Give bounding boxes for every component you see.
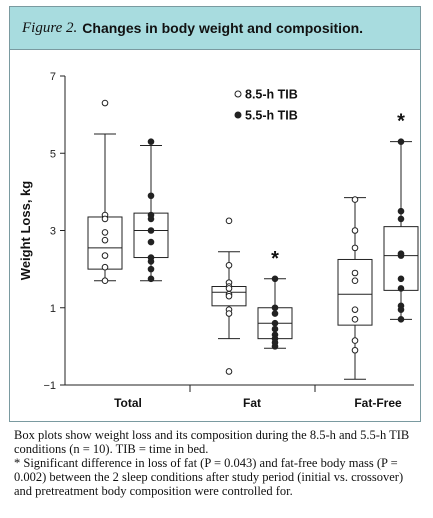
y-tick-label: 1 — [50, 303, 56, 315]
data-point — [225, 292, 233, 300]
data-point — [271, 319, 279, 327]
data-point — [147, 215, 155, 223]
data-point — [397, 252, 405, 259]
data-point — [147, 258, 155, 265]
data-point — [101, 229, 109, 236]
data-point — [147, 265, 155, 273]
data-point — [271, 310, 279, 317]
data-point — [271, 304, 279, 312]
data-point — [147, 192, 155, 200]
plot-panel: −1 1 3 5 7 Weight Loss, kg Total Fat Fat-Free * * 8… — [9, 50, 421, 422]
data-point — [351, 196, 359, 203]
figure-header: Figure 2. Changes in body weight and com… — [9, 6, 421, 50]
data-point — [147, 238, 155, 246]
data-point — [351, 269, 359, 277]
data-point — [351, 316, 359, 323]
caption-footnote: * Significant difference in loss of fat … — [14, 456, 404, 498]
figure-caption: Box plots show weight loss and its compo… — [14, 428, 419, 498]
data-point — [225, 217, 233, 225]
data-point — [225, 310, 233, 317]
figure-title: Changes in body weight and composition. — [82, 20, 364, 36]
data-point — [397, 316, 405, 323]
legend-marker — [234, 111, 242, 119]
data-point — [101, 236, 109, 244]
data-point — [271, 325, 279, 333]
box-plot-chart: −1 1 3 5 7 Weight Loss, kg Total Fat Fat-Free * * 8… — [18, 71, 419, 410]
data-point — [351, 227, 359, 234]
data-point — [101, 263, 109, 271]
data-point — [225, 285, 233, 292]
box-iqr — [337, 258, 373, 326]
data-point — [225, 368, 233, 375]
data-point — [101, 277, 109, 285]
data-point — [397, 306, 405, 313]
data-point — [147, 138, 155, 145]
y-tick-label: −1 — [43, 380, 56, 392]
data-point — [101, 99, 109, 107]
data-point — [101, 215, 109, 223]
figure-label: Figure 2. — [22, 19, 78, 36]
y-tick-label: 7 — [50, 71, 56, 83]
significance-marker: * — [397, 111, 405, 133]
data-point — [397, 215, 405, 223]
legend-label: 8.5-h TIB — [245, 88, 298, 102]
data-point — [271, 275, 279, 283]
x-category-label: Fat-Free — [354, 396, 402, 410]
data-point — [397, 138, 405, 145]
y-tick-label: 5 — [50, 148, 56, 160]
data-point — [351, 346, 359, 354]
data-point — [397, 275, 405, 283]
caption-text: Box plots show weight loss and its compo… — [14, 428, 410, 456]
y-tick-label: 3 — [50, 226, 56, 238]
legend-marker — [234, 90, 242, 98]
data-point — [147, 227, 155, 234]
data-point — [351, 337, 359, 344]
data-point — [225, 261, 233, 269]
data-point — [351, 306, 359, 313]
x-category-label: Fat — [243, 396, 261, 410]
data-point — [351, 277, 359, 285]
y-axis-label: Weight Loss, kg — [18, 181, 33, 280]
data-point — [147, 275, 155, 283]
data-point — [271, 343, 279, 350]
data-point — [351, 244, 359, 252]
legend-label: 5.5-h TIB — [245, 109, 298, 123]
data-point — [397, 285, 405, 292]
significance-marker: * — [271, 248, 279, 270]
data-point — [397, 207, 405, 215]
x-category-label: Total — [114, 396, 142, 410]
data-point — [101, 252, 109, 259]
